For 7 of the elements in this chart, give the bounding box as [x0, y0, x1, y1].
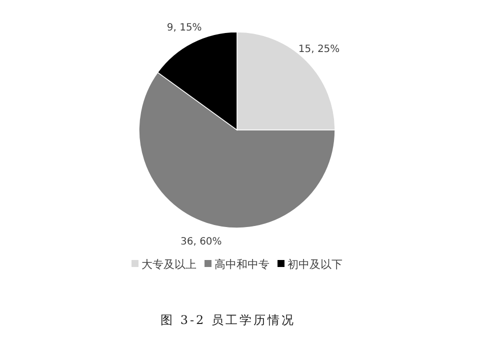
legend-label: 大专及以上 — [142, 258, 196, 271]
data-label: 36, 60% — [180, 236, 222, 248]
caption: 图 3-2 员工学历情况 — [160, 313, 296, 327]
data-label: 9, 15% — [166, 22, 202, 34]
legend-label: 高中和中专 — [214, 258, 270, 271]
data-label: 15, 25% — [298, 44, 340, 55]
legend-label: 初中及以下 — [288, 258, 342, 271]
